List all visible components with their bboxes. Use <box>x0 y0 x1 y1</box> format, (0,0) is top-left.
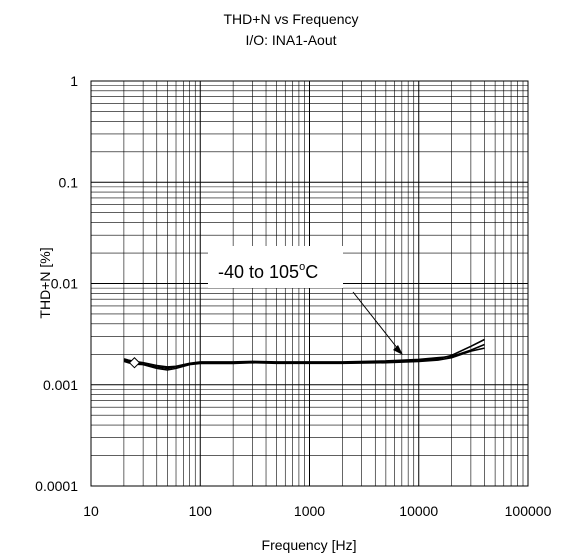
annotation-degree: o <box>299 261 305 273</box>
annotation-arrow-head <box>393 345 403 355</box>
y-tick-label: 1 <box>70 73 78 89</box>
series-line <box>123 343 485 368</box>
y-tick-label: 0.0001 <box>35 478 78 494</box>
y-tick-label: 0.01 <box>51 276 78 292</box>
x-axis-label: Frequency [Hz] <box>262 537 357 553</box>
annotation-unit: C <box>305 262 318 282</box>
x-tick-label: 10 <box>83 503 99 519</box>
x-tick-label: 100 <box>189 503 213 519</box>
plot-frame <box>90 80 529 487</box>
y-tick-label: 0.1 <box>59 174 79 190</box>
annotation-box <box>208 246 343 288</box>
y-axis-label: THD+N [%] <box>37 247 53 318</box>
x-tick-label: 100000 <box>505 503 552 519</box>
x-tick-label: 1000 <box>294 503 325 519</box>
annotation-label: -40 to 105oC <box>218 261 318 282</box>
y-tick-label: 0.001 <box>43 377 78 393</box>
tick-labels: 10 100 1000 10000 100000 1 0.1 0.01 0.001 0.0001 <box>35 73 551 519</box>
x-tick-label: 10000 <box>399 503 438 519</box>
series-marker <box>128 357 141 369</box>
series-line <box>123 347 485 371</box>
chart-subtitle: I/O: INA1-Aout <box>245 32 336 48</box>
chart-title: THD+N vs Frequency <box>224 11 359 27</box>
series-group <box>123 338 485 371</box>
annotation-text: -40 to 105 <box>218 262 299 282</box>
annotation-arrow-line <box>352 291 399 350</box>
